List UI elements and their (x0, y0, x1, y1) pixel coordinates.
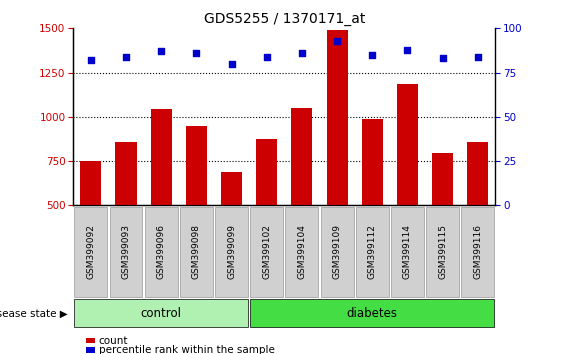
Text: count: count (99, 336, 128, 346)
Bar (186, 126, 207, 294)
Point (157, 48, 166, 54)
Point (368, 52, 377, 58)
Bar (151, 109, 172, 294)
Bar (292, 108, 312, 294)
Text: GSM399114: GSM399114 (403, 224, 412, 279)
Point (86, 57, 95, 63)
Bar (221, 172, 242, 294)
Point (262, 54, 271, 59)
Text: GSM399102: GSM399102 (262, 224, 271, 279)
Text: GSM399112: GSM399112 (368, 224, 377, 279)
Text: percentile rank within the sample: percentile rank within the sample (99, 345, 274, 354)
Text: GSM399104: GSM399104 (297, 224, 306, 279)
Text: GSM399098: GSM399098 (192, 224, 201, 279)
Point (403, 47, 412, 52)
Text: GSM399109: GSM399109 (333, 224, 342, 279)
Point (122, 54, 131, 59)
Bar (256, 139, 277, 294)
Text: GSM399116: GSM399116 (473, 224, 482, 279)
Bar (327, 30, 347, 294)
Text: GSM399096: GSM399096 (157, 224, 166, 279)
Text: GSM399115: GSM399115 (438, 224, 447, 279)
Text: control: control (141, 307, 182, 320)
Text: disease state ▶: disease state ▶ (0, 308, 68, 318)
Title: GDS5255 / 1370171_at: GDS5255 / 1370171_at (204, 12, 365, 26)
Point (192, 50, 201, 56)
Text: GSM399099: GSM399099 (227, 224, 236, 279)
Bar (432, 153, 453, 294)
Point (438, 56, 447, 61)
Point (297, 50, 306, 56)
Text: GSM399092: GSM399092 (86, 224, 95, 279)
Point (333, 38, 342, 44)
Text: diabetes: diabetes (347, 307, 398, 320)
Bar (397, 84, 418, 294)
Bar (80, 161, 101, 294)
Text: GSM399093: GSM399093 (122, 224, 131, 279)
Point (473, 54, 482, 59)
Bar (115, 143, 136, 294)
Bar (467, 143, 488, 294)
Point (227, 61, 236, 67)
Bar (362, 119, 383, 294)
